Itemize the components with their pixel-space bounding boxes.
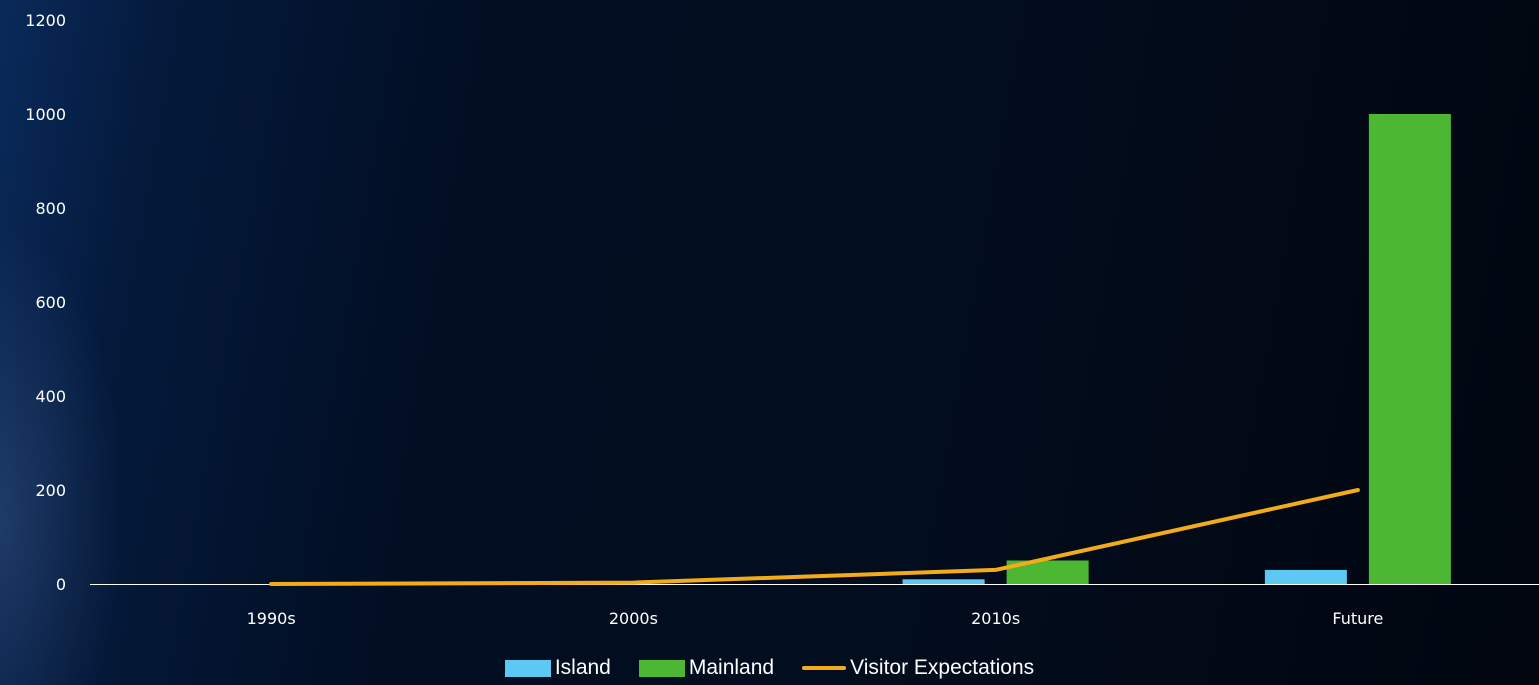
legend-item-visitor-expectations: Visitor Expectations	[802, 656, 1034, 680]
bar-mainland	[1368, 114, 1451, 584]
x-tick-label: Future	[1332, 609, 1383, 628]
y-axis-ticks: 0 200 400 600 800 1000 1200	[25, 11, 66, 594]
x-axis-ticks: 1990s 2000s 2010s Future	[247, 609, 1384, 628]
y-tick-label: 400	[35, 387, 66, 406]
x-tick-label: 1990s	[247, 609, 296, 628]
legend-swatch-visitor-expectations	[802, 666, 847, 670]
legend-label-mainland: Mainland	[688, 656, 775, 679]
line-visitor-expectations	[269, 488, 1360, 586]
x-tick-label: 2010s	[971, 609, 1020, 628]
bar-island	[1264, 569, 1347, 584]
legend-swatch-mainland	[638, 659, 685, 677]
y-tick-label: 1000	[25, 105, 66, 124]
y-tick-label: 0	[56, 575, 66, 594]
legend-label-island: Island	[554, 656, 611, 679]
bar-island	[902, 579, 985, 584]
legend-item-island: Island	[504, 656, 611, 680]
y-tick-label: 1200	[25, 11, 66, 30]
bar-mainland	[1006, 560, 1089, 584]
x-tick-label: 2000s	[609, 609, 658, 628]
bar-series	[902, 114, 1451, 584]
y-tick-label: 800	[35, 199, 66, 218]
legend-label-visitor-expectations: Visitor Expectations	[850, 656, 1035, 679]
legend-swatch-island	[504, 659, 551, 677]
line-series	[269, 488, 1360, 586]
legend: Island Mainland Visitor Expectations	[0, 654, 1539, 682]
y-tick-label: 200	[35, 481, 66, 500]
y-tick-label: 600	[35, 293, 66, 312]
legend-item-mainland: Mainland	[638, 656, 775, 680]
